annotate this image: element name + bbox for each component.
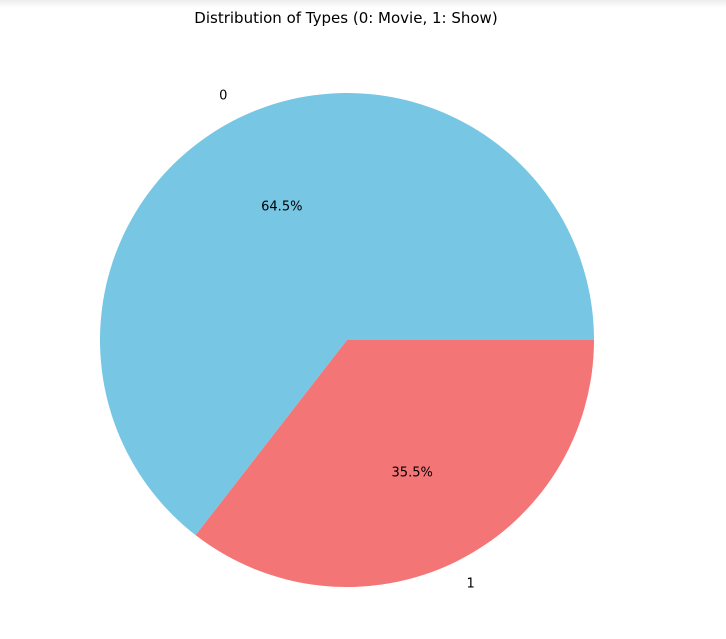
chart-title: Distribution of Types (0: Movie, 1: Show… — [194, 9, 498, 27]
slice-percent-label: 35.5% — [392, 466, 433, 481]
pie-slice-0 — [100, 93, 595, 536]
pie-slice-1 — [195, 340, 595, 587]
slice-percent-label: 64.5% — [261, 199, 302, 214]
slice-category-label: 0 — [219, 89, 227, 104]
slice-category-label: 1 — [467, 576, 475, 591]
top-edge-shadow — [0, 0, 726, 8]
